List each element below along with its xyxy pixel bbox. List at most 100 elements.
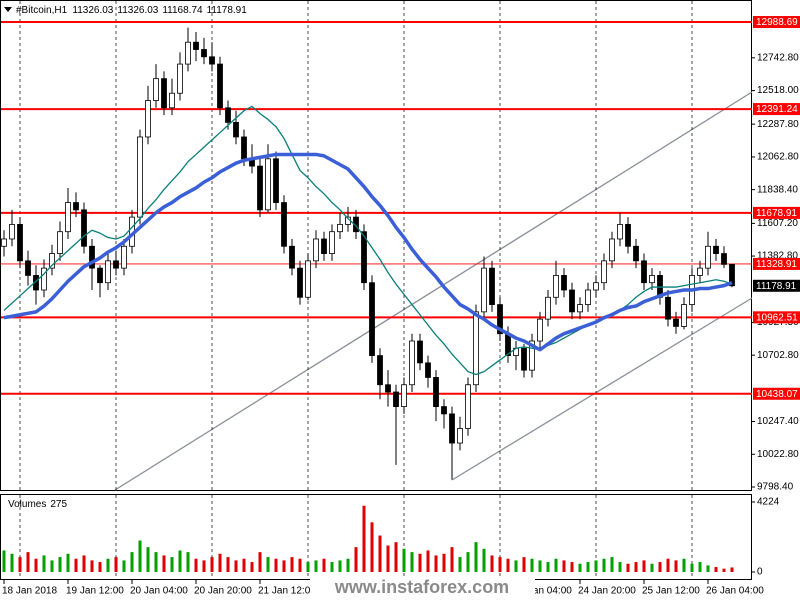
candle-body bbox=[41, 267, 47, 291]
candle-body bbox=[489, 267, 495, 305]
volume-label: Volumes bbox=[8, 499, 46, 510]
volume-current: 275 bbox=[50, 499, 67, 510]
watermark-box bbox=[310, 576, 535, 600]
candle-body bbox=[137, 136, 143, 218]
candle-body bbox=[377, 355, 383, 386]
x-tick-label: 20 Jan 20:00 bbox=[194, 586, 252, 597]
candle-body bbox=[153, 78, 159, 101]
candle-body bbox=[633, 245, 639, 262]
candle-body bbox=[537, 318, 543, 342]
y-tick-label: 12287.80 bbox=[757, 119, 799, 130]
candle-body bbox=[121, 245, 127, 269]
candle-body bbox=[649, 275, 655, 284]
y-tick-label: 10702.80 bbox=[757, 350, 799, 361]
candle-body bbox=[713, 245, 719, 254]
candle-body bbox=[201, 49, 207, 58]
candle-body bbox=[617, 224, 623, 240]
level-label-box bbox=[753, 15, 800, 28]
candle-body bbox=[601, 260, 607, 284]
candle-body bbox=[81, 209, 87, 247]
candle-body bbox=[593, 282, 599, 291]
candle-body bbox=[369, 282, 375, 356]
menu-arrow bbox=[4, 7, 12, 12]
channel-line bbox=[451, 297, 753, 481]
candle-body bbox=[385, 384, 391, 393]
candle-body bbox=[625, 224, 631, 247]
moving-average bbox=[3, 152, 733, 352]
candle-body bbox=[161, 78, 167, 109]
x-tick-label: 26 Jan 04:00 bbox=[706, 586, 764, 597]
price-frame bbox=[0, 0, 752, 491]
candle-body bbox=[441, 406, 447, 415]
candle-body bbox=[97, 267, 103, 284]
candle-body bbox=[305, 260, 311, 298]
candle-body bbox=[17, 224, 23, 262]
x-tick-label: 24 Jan 04:00 bbox=[514, 586, 572, 597]
watermark: www.instaforex.com bbox=[334, 577, 509, 597]
candle-body bbox=[393, 391, 399, 407]
candle-body bbox=[265, 158, 271, 211]
candle-body bbox=[113, 260, 119, 269]
y-tick-label: 9798.40 bbox=[757, 482, 794, 493]
header-open: 11326.03 bbox=[72, 5, 113, 16]
candle-body bbox=[273, 158, 279, 203]
candle-body bbox=[321, 238, 327, 254]
level-label: 11678.91 bbox=[756, 208, 797, 219]
candle-body bbox=[217, 63, 223, 109]
candle-body bbox=[297, 267, 303, 298]
level-label-box bbox=[753, 387, 800, 400]
candle-body bbox=[105, 260, 111, 284]
candle-body bbox=[521, 347, 527, 371]
candle-body bbox=[185, 41, 191, 65]
candle-body bbox=[681, 304, 687, 327]
candle-body bbox=[169, 92, 175, 109]
candle-body bbox=[705, 245, 711, 269]
candle-body bbox=[289, 245, 295, 269]
candle-body bbox=[409, 340, 415, 386]
level-label: 12391.24 bbox=[756, 104, 798, 115]
candle-body bbox=[585, 289, 591, 305]
chart-title: #Bitcoin,H1 bbox=[16, 5, 68, 16]
candle-body bbox=[561, 275, 567, 291]
x-tick-label: 24 Jan 20:00 bbox=[578, 586, 636, 597]
bid-label: 11328.91 bbox=[756, 259, 797, 270]
candle-body bbox=[73, 202, 79, 211]
x-tick-label: 21 Jan 12:00 bbox=[258, 586, 316, 597]
y-tick-label: 12742.80 bbox=[757, 52, 799, 63]
candle-body bbox=[1, 238, 7, 247]
volume-header: Volumes 275 bbox=[8, 499, 67, 510]
candle-body bbox=[457, 428, 463, 444]
candle-body bbox=[233, 121, 239, 138]
level-label-box bbox=[753, 206, 800, 219]
candle-body bbox=[697, 267, 703, 276]
y-tick-label: 10247.40 bbox=[757, 416, 799, 427]
candle-body bbox=[721, 253, 727, 265]
level-label-box bbox=[753, 103, 800, 116]
candle-body bbox=[65, 202, 71, 233]
candle-body bbox=[225, 107, 231, 123]
candle-body bbox=[577, 304, 583, 313]
candle-body bbox=[545, 296, 551, 320]
candle-body bbox=[361, 231, 367, 284]
candle-body bbox=[465, 384, 471, 429]
level-label: 12988.69 bbox=[756, 17, 798, 28]
candle-body bbox=[89, 245, 95, 269]
level-label-box bbox=[753, 311, 800, 324]
volume-tick-label: 4224 bbox=[757, 497, 780, 508]
last-price-label: 11178.91 bbox=[756, 281, 797, 292]
y-tick-label: 12062.80 bbox=[757, 152, 799, 163]
last-price-label-box bbox=[753, 279, 800, 292]
chart-header: #Bitcoin,H1 11326.03 11326.03 11168.74 11178… bbox=[16, 5, 247, 16]
candle-body bbox=[241, 136, 247, 160]
candle-body bbox=[177, 63, 183, 94]
candle-body bbox=[729, 263, 735, 287]
candle-body bbox=[337, 224, 343, 233]
candle-body bbox=[25, 260, 31, 276]
y-tick-label: 10022.80 bbox=[757, 449, 799, 460]
candle-body bbox=[281, 202, 287, 247]
candle-body bbox=[401, 384, 407, 407]
candle-body bbox=[257, 165, 263, 211]
candle-body bbox=[49, 253, 55, 269]
